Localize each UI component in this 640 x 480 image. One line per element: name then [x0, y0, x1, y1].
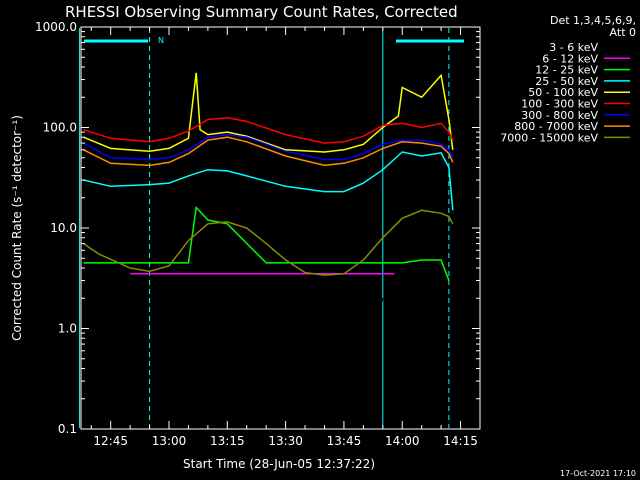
- x-tick-label: 14:00: [385, 434, 420, 448]
- x-axis-label: Start Time (28-Jun-05 12:37:22): [183, 457, 375, 471]
- night-marker-label: N: [158, 36, 164, 45]
- legend-entry-label: 12 - 25 keV: [535, 64, 598, 77]
- legend-entry-label: 800 - 7000 keV: [514, 120, 598, 133]
- series-800-7000-kev: [83, 136, 454, 167]
- y-tick-label: 100.0: [43, 121, 77, 135]
- x-axis-ticks: 12:45 13:00 13:15 13:30 13:45 14:00 14:15: [90, 27, 481, 448]
- series-100-300-kev: [83, 117, 454, 144]
- legend-entry-label: 50 - 100 keV: [528, 86, 598, 99]
- y-axis-label: Corrected Count Rate (s⁻¹ detector⁻¹): [10, 115, 24, 341]
- x-tick-label: 13:00: [152, 434, 187, 448]
- y-tick-label: 1.0: [58, 322, 77, 336]
- legend-header-line-1: Det 1,3,4,5,6,9,: [550, 14, 636, 27]
- series-3-6-kev: [180, 296, 384, 313]
- x-tick-label: 12:45: [93, 434, 128, 448]
- y-tick-label: 1000.0: [35, 20, 77, 34]
- legend-entry-label: 7000 - 15000 keV: [500, 131, 598, 144]
- legend-entry-label: 3 - 6 keV: [549, 41, 598, 54]
- x-tick-label: 13:30: [268, 434, 303, 448]
- series-lines: [83, 72, 454, 313]
- series-12-25-kev: [83, 205, 450, 281]
- x-tick-label: 14:15: [443, 434, 478, 448]
- legend-entry-label: 6 - 12 keV: [542, 52, 598, 65]
- series-25-50-kev: [83, 151, 454, 211]
- legend-entry-label: 25 - 50 keV: [535, 75, 598, 88]
- legend-entry-label: 300 - 800 keV: [521, 109, 598, 122]
- vertical-markers: [79, 28, 450, 428]
- series-50-100-kev: [83, 72, 454, 153]
- y-axis-ticks: 0.1 1.0 10.0 100.0 1000.0: [35, 20, 480, 436]
- footer-date: 17-Oct-2021 17:10: [560, 469, 636, 478]
- y-tick-label: 0.1: [58, 422, 77, 436]
- y-tick-label: 10.0: [50, 221, 77, 235]
- legend-header-line-2: Att 0: [610, 26, 636, 39]
- night-bars: N: [84, 36, 464, 45]
- series-7000-15000-kev: [83, 209, 454, 276]
- legend-entry-label: 100 - 300 keV: [521, 98, 598, 111]
- series-300-800-kev: [83, 133, 454, 161]
- chart-title: RHESSI Observing Summary Count Rates, Co…: [65, 3, 458, 21]
- x-tick-label: 13:15: [210, 434, 245, 448]
- x-tick-label: 13:45: [327, 434, 362, 448]
